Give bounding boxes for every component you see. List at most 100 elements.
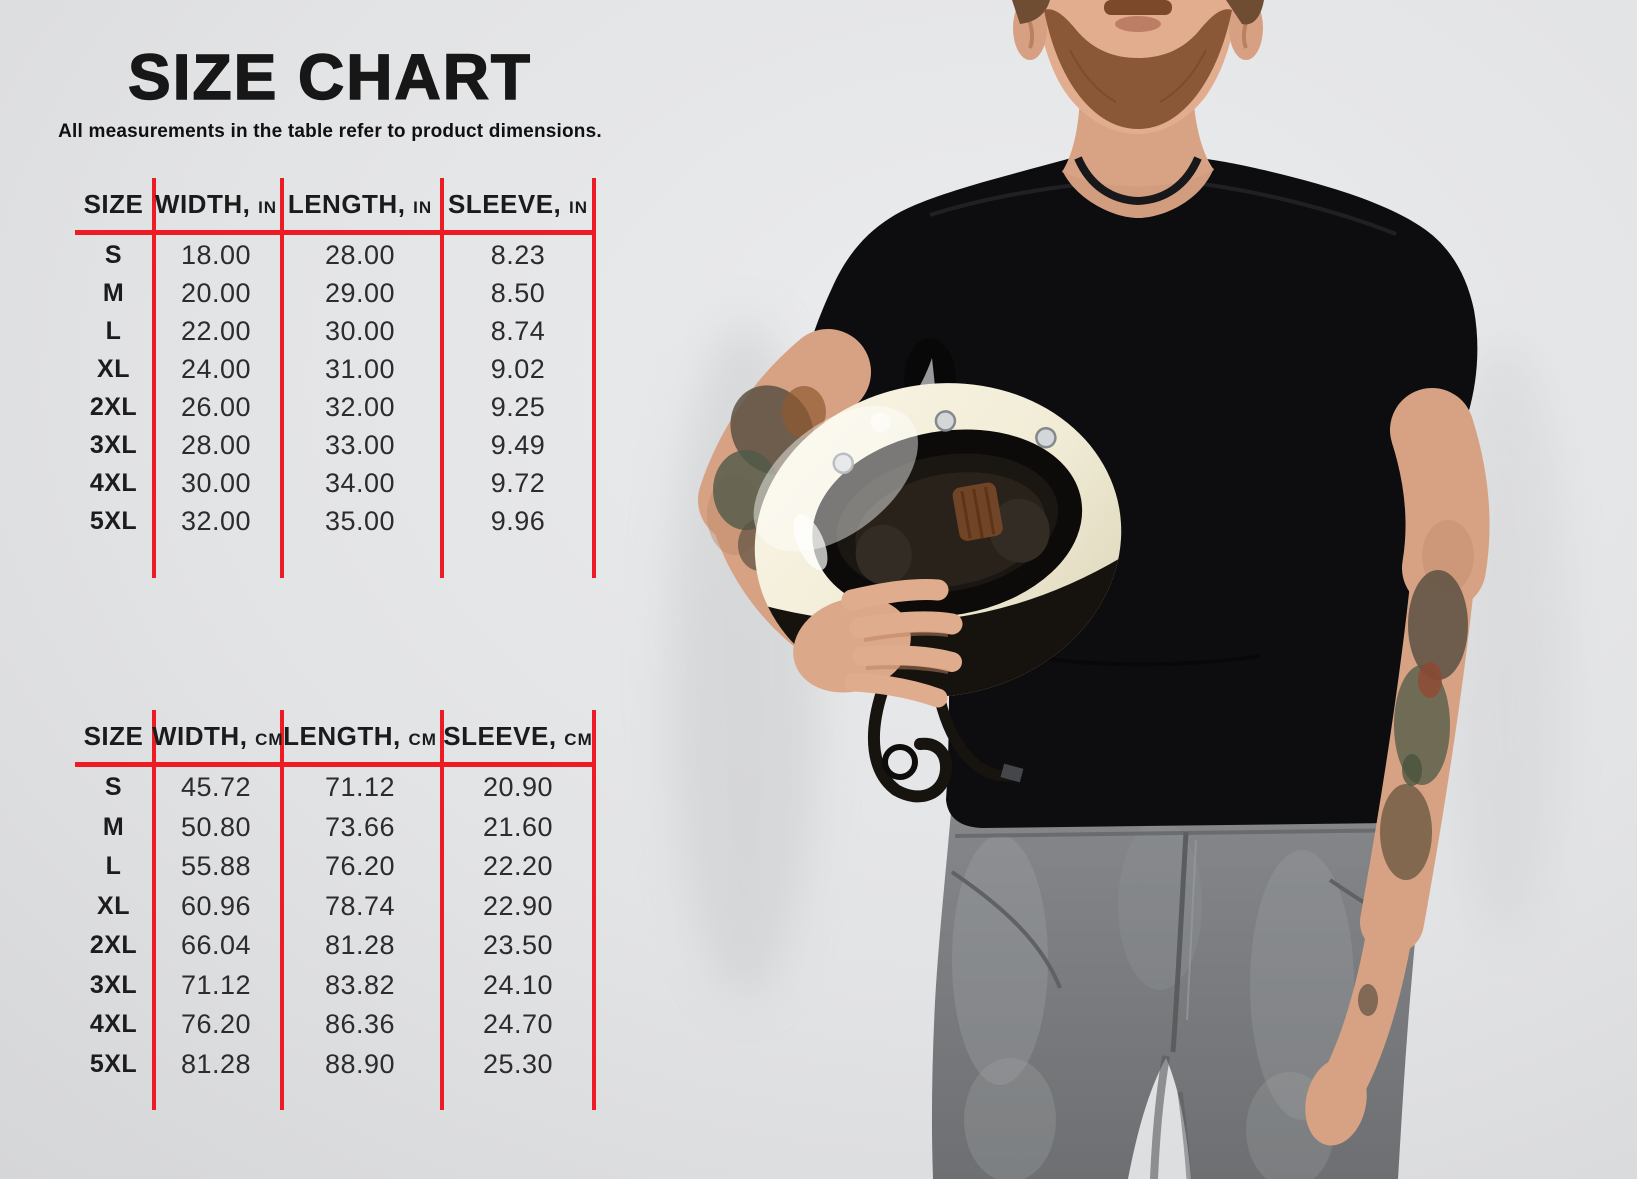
cell-measurement-value: 23.50	[482, 930, 554, 961]
column-header-size: SIZE	[83, 720, 144, 751]
cell-size-label: 2XL	[89, 931, 138, 960]
table-rule-vertical	[152, 178, 156, 578]
cell-measurement-value: 8.50	[490, 277, 546, 308]
size-table-inches: SIZE WIDTH, IN LENGTH, IN SLEEVE, IN S 18…	[75, 178, 596, 578]
column-header-length: LENGTH, CM	[283, 720, 437, 751]
man-figure	[698, 0, 1490, 1179]
cell-size-label: XL	[97, 354, 130, 383]
cell-measurement-value: 73.66	[324, 811, 396, 842]
table-row: 5XL 81.28 88.90 25.30	[75, 1045, 596, 1085]
cell-measurement-value: 22.90	[482, 890, 554, 921]
cell-measurement-value: 24.00	[180, 353, 252, 384]
cell-size-label: 5XL	[89, 506, 138, 535]
collar	[1074, 156, 1202, 206]
cell-measurement-value: 30.00	[180, 467, 252, 498]
cell-size-label: 4XL	[89, 468, 138, 497]
cell-size-label: L	[105, 852, 122, 881]
cell-size-label: 5XL	[89, 1049, 138, 1078]
cell-measurement-value: 31.00	[324, 353, 396, 384]
table-rule-horizontal	[75, 762, 596, 767]
cell-measurement-value: 33.00	[324, 429, 396, 460]
cell-measurement-value: 9.72	[490, 467, 546, 498]
helmet-snap	[1035, 426, 1057, 449]
table-row: 3XL 28.00 33.00 9.49	[75, 426, 596, 464]
cell-size-label: XL	[97, 891, 130, 920]
cell-size-label: 3XL	[89, 970, 138, 999]
cell-measurement-value: 20.00	[180, 277, 252, 308]
table-row: XL 60.96 78.74 22.90	[75, 887, 596, 927]
helmet-strap	[867, 686, 953, 803]
cell-measurement-value: 9.96	[490, 505, 546, 536]
table-body: S 18.00 28.00 8.23 M 20.00 29.00 8.50 L 22.00 30.0…	[75, 236, 596, 540]
column-header-sleeve: SLEEVE, CM	[443, 720, 593, 751]
tattooed-arm-right	[1305, 388, 1490, 1146]
cell-measurement-value: 76.20	[324, 851, 396, 882]
helmet-snap	[934, 410, 957, 432]
table-rule-vertical	[592, 710, 596, 1110]
cell-measurement-value: 32.00	[180, 505, 252, 536]
table-rule-vertical	[280, 710, 284, 1110]
cell-measurement-value: 32.00	[324, 391, 396, 422]
cell-measurement-value: 88.90	[324, 1048, 396, 1079]
table-row: 2XL 66.04 81.28 23.50	[75, 926, 596, 966]
cell-measurement-value: 66.04	[180, 930, 252, 961]
table-row: M 20.00 29.00 8.50	[75, 274, 596, 312]
cell-measurement-value: 24.10	[482, 969, 554, 1000]
cell-size-label: S	[104, 773, 123, 802]
cell-size-label: 3XL	[89, 430, 138, 459]
table-rule-vertical	[440, 178, 444, 578]
page-title: SIZE CHART	[127, 40, 532, 114]
cell-measurement-value: 35.00	[324, 505, 396, 536]
table-row: M 50.80 73.66 21.60	[75, 808, 596, 848]
cell-measurement-value: 29.00	[324, 277, 396, 308]
table-rule-vertical	[152, 710, 156, 1110]
hair	[1012, 0, 1050, 24]
cell-size-label: M	[102, 812, 125, 841]
table-rule-horizontal	[75, 230, 596, 235]
cell-size-label: M	[102, 278, 125, 307]
man-head	[1012, 0, 1264, 218]
cell-measurement-value: 9.49	[490, 429, 546, 460]
mustache	[1104, 0, 1172, 15]
cell-measurement-value: 81.28	[180, 1048, 252, 1079]
cell-measurement-value: 76.20	[180, 1009, 252, 1040]
hand-on-helmet	[793, 579, 963, 708]
strap-buckle	[1000, 763, 1024, 783]
table-body: S 45.72 71.12 20.90 M 50.80 73.66 21.60 L 55.88 76…	[75, 768, 596, 1084]
cell-measurement-value: 25.30	[482, 1048, 554, 1079]
table-row: L 22.00 30.00 8.74	[75, 312, 596, 350]
cell-measurement-value: 21.60	[482, 811, 554, 842]
table-row: XL 24.00 31.00 9.02	[75, 350, 596, 388]
cell-measurement-value: 78.74	[324, 890, 396, 921]
cell-measurement-value: 28.00	[180, 429, 252, 460]
cell-measurement-value: 26.00	[180, 391, 252, 422]
cell-measurement-value: 71.12	[324, 772, 396, 803]
cell-measurement-value: 30.00	[324, 315, 396, 346]
cell-measurement-value: 50.80	[180, 811, 252, 842]
column-header-width: WIDTH, CM	[152, 720, 284, 751]
table-row: 2XL 26.00 32.00 9.25	[75, 388, 596, 426]
cell-measurement-value: 83.82	[324, 969, 396, 1000]
helmet-snap	[832, 452, 854, 475]
cell-measurement-value: 86.36	[324, 1009, 396, 1040]
table-row: 5XL 32.00 35.00 9.96	[75, 502, 596, 540]
size-table-cm: SIZE WIDTH, CM LENGTH, CM SLEEVE, CM S 45…	[75, 710, 596, 1110]
table-row: 4XL 76.20 86.36 24.70	[75, 1005, 596, 1045]
cell-size-label: S	[104, 240, 123, 269]
table-row: S 18.00 28.00 8.23	[75, 236, 596, 274]
column-header-width: WIDTH, IN	[154, 188, 278, 219]
cell-measurement-value: 28.00	[324, 239, 396, 270]
table-rule-vertical	[592, 178, 596, 578]
size-chart-panel: SIZE CHART All measurements in the table…	[0, 0, 660, 1179]
helmet-strap	[934, 694, 1016, 782]
cell-measurement-value: 34.00	[324, 467, 396, 498]
cell-measurement-value: 24.70	[482, 1009, 554, 1040]
cell-measurement-value: 18.00	[180, 239, 252, 270]
cell-size-label: 4XL	[89, 1010, 138, 1039]
strap-ring	[882, 744, 918, 780]
lips	[1115, 16, 1161, 32]
cell-measurement-value: 9.25	[490, 391, 546, 422]
hair	[1226, 0, 1264, 25]
